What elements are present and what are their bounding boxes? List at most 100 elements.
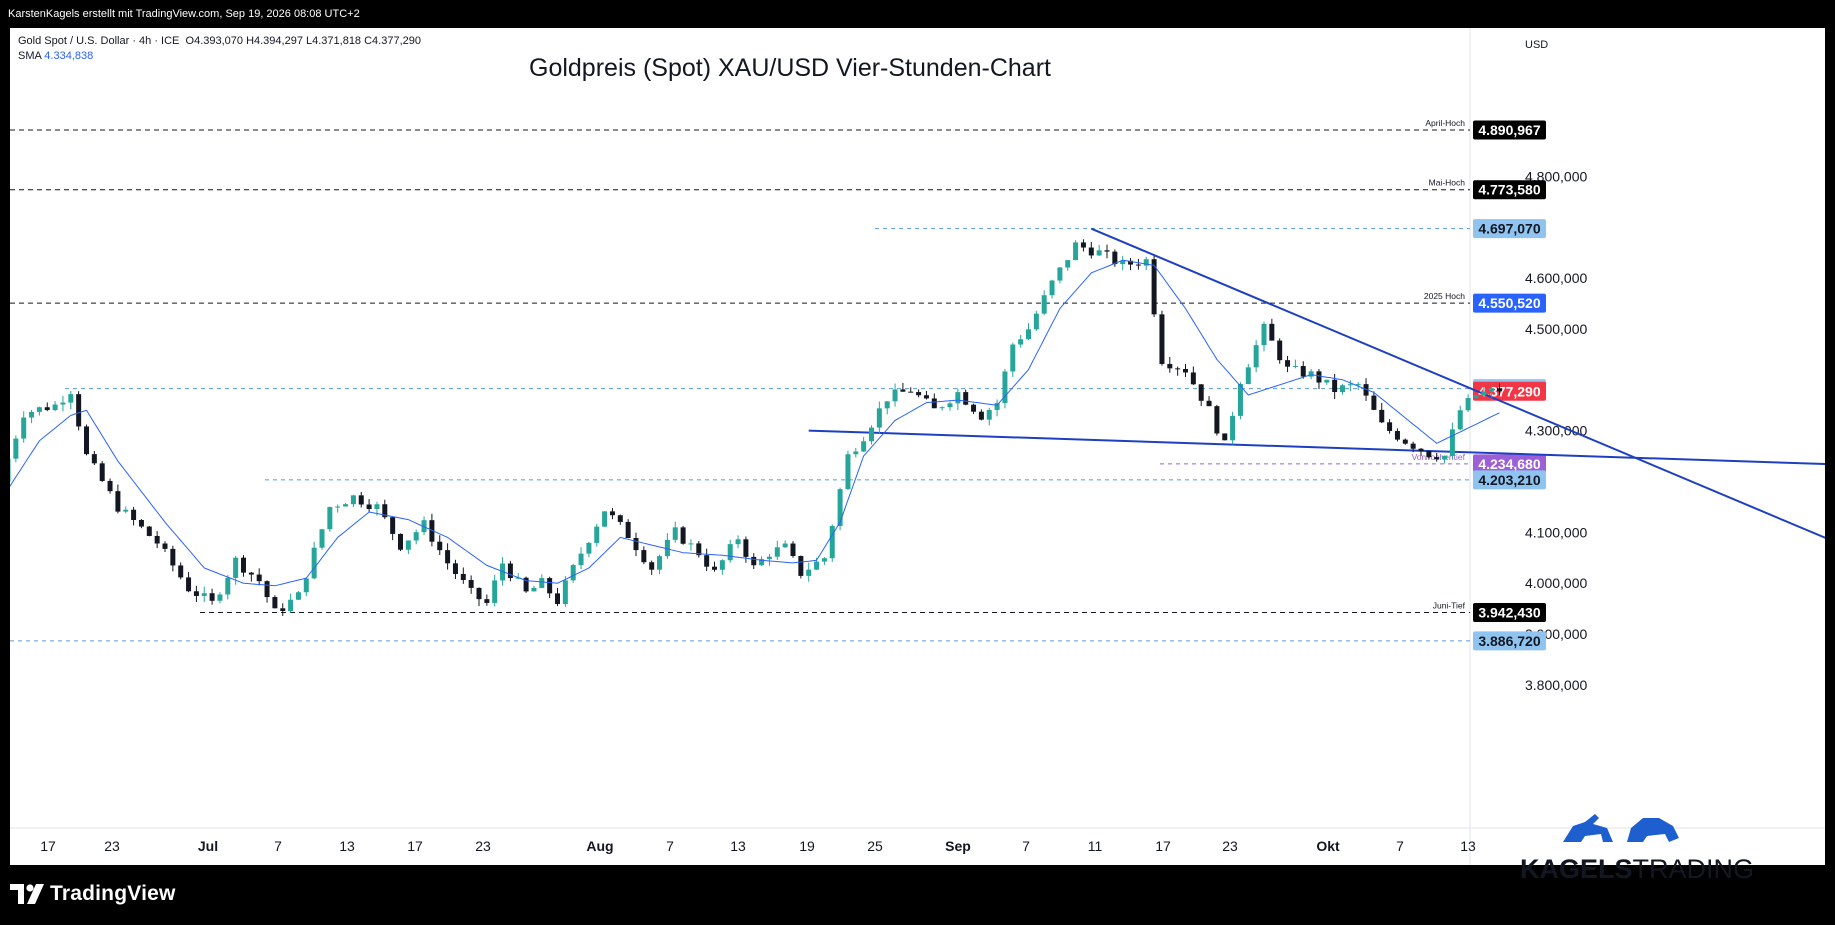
candle (421, 516, 427, 536)
candle (939, 406, 945, 411)
level-note: April-Hoch (1425, 118, 1465, 128)
candle (900, 382, 906, 392)
candle (994, 399, 1000, 417)
legend-ohlc: O4.393,070 H4.394,297 L4.371,818 C4.377,… (185, 35, 421, 47)
level-note: Juni-Tief (1433, 601, 1466, 611)
candle (1457, 405, 1463, 431)
candle (1112, 249, 1118, 267)
candle (225, 575, 231, 600)
candle (751, 553, 757, 569)
candle (201, 586, 207, 603)
chart-panel[interactable]: Goldpreis (Spot) XAU/USD Vier-Stunden-Ch… (10, 28, 1825, 884)
candle (437, 535, 443, 555)
candle (36, 406, 42, 416)
candle (1277, 338, 1283, 364)
candle (633, 532, 639, 557)
candle (1096, 244, 1102, 257)
candle (452, 559, 458, 579)
candle (350, 494, 356, 508)
bull-bear-icon (1563, 814, 1679, 842)
candle (10, 458, 11, 482)
candle (923, 390, 929, 400)
y-tick-label: 4.300,000 (1525, 423, 1587, 439)
tradingview-footer[interactable]: TradingView (10, 868, 176, 920)
candle (217, 592, 223, 604)
candle (1481, 387, 1487, 397)
x-tick-label: 23 (104, 838, 120, 854)
candle (515, 573, 521, 580)
candle (311, 541, 317, 580)
x-tick-label: 17 (40, 838, 56, 854)
candle (84, 424, 89, 456)
candle (1175, 366, 1181, 376)
candle (1190, 366, 1196, 385)
kagels-trading-logo: KAGELSTRADING (1520, 808, 1754, 885)
candle (531, 585, 537, 592)
candle (1497, 383, 1502, 396)
attribution-text: KarstenKagels erstellt mit TradingView.c… (8, 8, 360, 20)
candle (845, 450, 851, 490)
candle (649, 560, 655, 575)
candle (704, 548, 710, 572)
candle (523, 576, 529, 593)
candle (719, 559, 725, 575)
candle (892, 383, 898, 407)
candle (798, 555, 804, 579)
candle (476, 587, 482, 607)
candle (390, 516, 396, 541)
candle (947, 401, 953, 411)
candle (1222, 433, 1228, 441)
candle (727, 539, 733, 563)
x-tick-label: Okt (1316, 838, 1340, 854)
trendline-support[interactable] (808, 429, 1825, 466)
sma-line (10, 259, 1500, 587)
price-chart[interactable]: Goldpreis (Spot) XAU/USD Vier-Stunden-Ch… (10, 28, 1825, 865)
candle (625, 519, 631, 539)
candle (107, 478, 113, 494)
price-axis-currency: USD (1525, 39, 1548, 51)
candle (782, 540, 788, 548)
candle (594, 523, 600, 547)
candle (586, 541, 592, 558)
candle (492, 574, 498, 607)
price-label: 4.550,520 (1478, 295, 1540, 311)
candle (1018, 334, 1024, 348)
candle (1128, 258, 1134, 271)
x-tick-label: Jul (198, 838, 218, 854)
x-tick-label: Aug (586, 838, 613, 854)
price-label-box (1473, 120, 1546, 140)
candle (1206, 396, 1212, 407)
candle (1371, 391, 1377, 411)
candle (963, 389, 969, 406)
candle (68, 390, 74, 410)
candle (445, 543, 451, 570)
candle (468, 575, 474, 594)
candle (115, 484, 121, 514)
candle (256, 568, 262, 586)
candle (13, 435, 19, 463)
level-note: Mai-Hoch (1429, 178, 1466, 188)
candle (280, 603, 286, 616)
candle (1135, 258, 1141, 270)
candle (288, 593, 294, 613)
candle (1324, 379, 1330, 385)
candle (484, 594, 490, 606)
candles-group (10, 239, 1502, 616)
candle (193, 585, 199, 603)
x-tick-label: 17 (1155, 838, 1171, 854)
candle (248, 571, 254, 582)
candle (1292, 359, 1298, 369)
candle (539, 574, 545, 589)
candle (672, 521, 678, 543)
candle (555, 588, 560, 607)
candle (1057, 267, 1063, 284)
candle (295, 591, 301, 600)
x-tick-label: 11 (1088, 838, 1103, 854)
candle (853, 447, 859, 458)
trendline-resistance[interactable] (1090, 227, 1825, 553)
candle (1285, 355, 1291, 373)
candle (1332, 373, 1338, 400)
candle (264, 580, 270, 603)
candle (696, 540, 702, 558)
candle (837, 487, 843, 531)
